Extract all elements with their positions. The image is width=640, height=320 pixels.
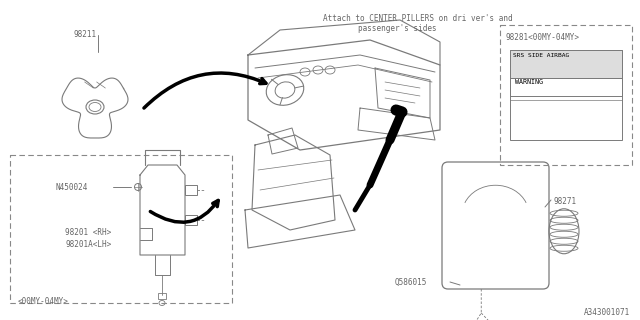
Text: 98271: 98271 — [553, 197, 576, 206]
Text: N450024: N450024 — [55, 183, 88, 192]
Bar — [10, 155, 232, 303]
Text: 98211: 98211 — [73, 30, 96, 39]
Text: 98201 <RH>: 98201 <RH> — [65, 228, 111, 237]
Text: Attach to CENTER PILLERS on dri ver's and: Attach to CENTER PILLERS on dri ver's an… — [323, 14, 513, 23]
Bar — [510, 78, 622, 96]
Text: 98281<00MY-04MY>: 98281<00MY-04MY> — [505, 33, 579, 42]
Text: SRS SIDE AIRBAG: SRS SIDE AIRBAG — [513, 53, 569, 58]
Bar — [158, 293, 166, 299]
Bar — [510, 50, 622, 78]
Text: WARNING: WARNING — [515, 79, 543, 85]
Bar — [185, 215, 197, 225]
Text: 98201A<LH>: 98201A<LH> — [65, 240, 111, 249]
Text: passenger's sides: passenger's sides — [358, 24, 436, 33]
Bar — [500, 25, 632, 165]
Text: Q586015: Q586015 — [395, 278, 428, 287]
Bar — [510, 50, 622, 140]
Text: <00MY-04MY>: <00MY-04MY> — [18, 297, 69, 306]
Bar — [185, 185, 197, 195]
Text: A343001071: A343001071 — [584, 308, 630, 317]
